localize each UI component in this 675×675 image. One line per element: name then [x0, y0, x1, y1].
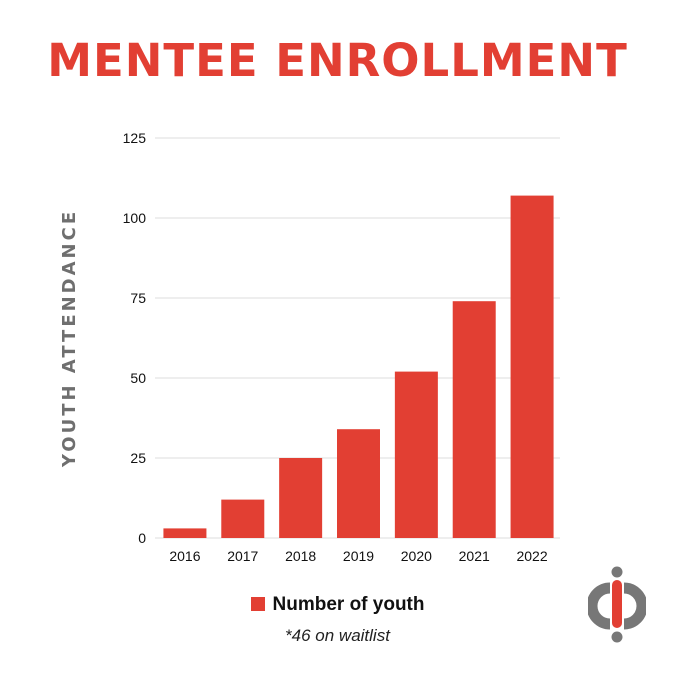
bar-2017 [221, 499, 265, 538]
y-tick-labels: 0 25 50 75 100 125 [123, 130, 147, 546]
x-tick-label: 2018 [285, 548, 316, 564]
logo-red-bar [612, 580, 622, 628]
bar-2019 [337, 429, 380, 538]
bar-2022 [510, 195, 554, 538]
chart-title: MENTEE ENROLLMENT [47, 34, 628, 87]
y-tick-label: 0 [138, 530, 146, 546]
waitlist-note: *46 on waitlist [285, 626, 390, 645]
logo-dot-bottom [611, 631, 623, 643]
x-tick-label: 2016 [169, 548, 200, 564]
y-tick-label: 50 [130, 370, 146, 386]
legend-swatch [250, 597, 265, 611]
x-tick-label: 2017 [227, 548, 258, 564]
bar-2018 [279, 458, 323, 538]
logo-gray-arc [588, 582, 611, 630]
bar-2020 [394, 371, 438, 538]
y-tick-label: 25 [130, 450, 146, 466]
bar-2021 [452, 301, 496, 538]
bars [163, 195, 554, 538]
x-tick-label: 2022 [516, 548, 547, 564]
y-tick-label: 125 [123, 130, 147, 146]
y-tick-label: 100 [123, 210, 147, 226]
x-tick-label: 2021 [459, 548, 490, 564]
y-axis-label: YOUTH ATTENDANCE [59, 209, 80, 468]
x-tick-labels: 2016 2017 2018 2019 2020 2021 2022 [169, 548, 548, 564]
bar-2016 [163, 528, 207, 538]
legend-label: Number of youth [272, 594, 425, 615]
x-tick-label: 2020 [401, 548, 432, 564]
logo-gray-arc-right [623, 582, 646, 630]
logo-dot-top [611, 566, 623, 578]
x-tick-label: 2019 [343, 548, 374, 564]
brand-logo-icon [588, 566, 646, 643]
legend: Number of youth [0, 594, 675, 616]
y-tick-label: 75 [130, 290, 146, 306]
